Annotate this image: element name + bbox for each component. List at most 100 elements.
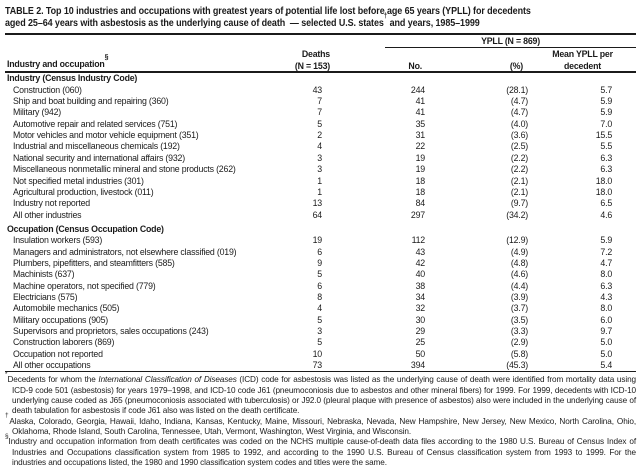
- cell-deaths: 64: [312, 209, 323, 220]
- cell-ypll-pct: (45.3): [506, 360, 528, 370]
- cell-mean-ypll: 5.4: [600, 360, 613, 370]
- cell-ypll-pct: (3.3): [510, 325, 528, 336]
- cell-mean-ypll: 4.3: [600, 291, 613, 302]
- row-label: Motor vehicles and motor vehicle equipme…: [13, 130, 199, 141]
- cell-ypll-pct: (4.7): [510, 96, 528, 107]
- cell-ypll-pct: (2.5): [510, 141, 528, 152]
- cell-mean-ypll: 6.5: [600, 198, 613, 209]
- cell-mean-ypll: 4.6: [600, 209, 613, 220]
- cell-deaths: 13: [312, 198, 323, 209]
- cell-deaths: 6: [317, 280, 322, 291]
- col-header-pct: (%): [509, 60, 523, 71]
- cell-deaths: 6: [317, 246, 322, 257]
- cell-ypll-pct: (5.8): [510, 348, 528, 359]
- cell-deaths: 2: [317, 130, 322, 141]
- cell-deaths: 7: [317, 96, 322, 107]
- cell-ypll-no: 112: [411, 235, 426, 246]
- footnote-marker: §: [5, 432, 9, 440]
- cell-ypll-no: 40: [415, 269, 426, 280]
- table-row: Occupation not reported 10 50 (5.8) 5.0: [5, 349, 636, 360]
- section-header: Occupation (Census Occupation Code): [7, 223, 164, 234]
- cell-mean-ypll: 4.7: [600, 257, 613, 268]
- cell-deaths: 7: [317, 107, 322, 118]
- cell-mean-ypll: 15.5: [595, 130, 613, 141]
- row-label: Industrial and miscellaneous chemicals (…: [13, 141, 180, 152]
- cell-ypll-no: 35: [415, 118, 426, 129]
- row-label: Machine operators, not specified (779): [13, 280, 156, 291]
- row-label: All other industries: [13, 209, 82, 220]
- cell-deaths: 3: [317, 325, 322, 336]
- cell-mean-ypll: 5.9: [600, 107, 613, 118]
- cell-deaths: 4: [317, 303, 322, 314]
- ypll-group-label: YPLL (N = 869): [385, 36, 637, 49]
- cell-ypll-no: 297: [410, 209, 425, 220]
- table-row: Insulation workers (593) 19 112 (12.9) 5.9: [5, 235, 636, 246]
- col-header-empty-pct: [430, 49, 535, 60]
- cell-mean-ypll: 7.0: [600, 118, 613, 129]
- table-row: National security and international affa…: [5, 153, 636, 164]
- section-header-row: Industry (Census Industry Code): [5, 72, 636, 84]
- cell-ypll-no: 19: [415, 152, 426, 163]
- cell-ypll-pct: (4.7): [510, 107, 528, 118]
- footnote-marker: *: [5, 370, 8, 378]
- cell-ypll-pct: (2.2): [510, 164, 528, 175]
- table-row: Not specified metal industries (301) 1 18 (…: [5, 176, 636, 187]
- cell-ypll-no: 244: [410, 84, 425, 95]
- row-label: Military occupations (905): [13, 314, 109, 325]
- table-row: Miscellaneous nonmetallic mineral and st…: [5, 164, 636, 175]
- cell-ypll-no: 50: [415, 348, 426, 359]
- row-label: Construction (060): [13, 84, 82, 95]
- table-row: Military (942) 7 41 (4.7) 5.9: [5, 107, 636, 118]
- row-label: National security and international affa…: [13, 152, 185, 163]
- cell-ypll-no: 43: [415, 246, 426, 257]
- table-row: Ship and boat building and repairing (36…: [5, 96, 636, 107]
- footnotes: *Decedents for whom the International Cl…: [5, 371, 636, 468]
- cell-ypll-pct: (3.7): [510, 303, 528, 314]
- table-row: Electricians (575) 8 34 (3.9) 4.3: [5, 292, 636, 303]
- row-label: Agricultural production, livestock (011): [13, 186, 154, 197]
- row-label: Industry not reported: [13, 198, 90, 209]
- cell-ypll-pct: (12.9): [506, 235, 528, 246]
- table-title: TABLE 2. Top 10 industries and occupatio…: [5, 6, 531, 30]
- row-label: Insulation workers (593): [13, 235, 103, 246]
- cell-ypll-no: 32: [415, 303, 426, 314]
- cell-ypll-pct: (34.2): [506, 209, 528, 220]
- cell-ypll-no: 31: [415, 130, 426, 141]
- section-header-row: Occupation (Census Occupation Code): [5, 221, 636, 235]
- cell-ypll-pct: (3.9): [510, 291, 528, 302]
- cell-mean-ypll: 5.7: [600, 84, 613, 95]
- cell-deaths: 3: [317, 164, 322, 175]
- table-row: Automotive repair and related services (…: [5, 119, 636, 130]
- cell-ypll-pct: (2.1): [510, 175, 528, 186]
- cell-ypll-pct: (4.8): [510, 257, 528, 268]
- cell-deaths: 9: [317, 257, 322, 268]
- cell-ypll-pct: (28.1): [506, 84, 528, 95]
- cell-ypll-pct: (9.7): [510, 198, 528, 209]
- cell-ypll-no: 38: [415, 280, 426, 291]
- cell-mean-ypll: 18.0: [595, 186, 613, 197]
- row-label: Electricians (575): [13, 291, 78, 302]
- cell-ypll-pct: (2.2): [510, 152, 528, 163]
- table-row: Military occupations (905) 5 30 (3.5) 6.0: [5, 315, 636, 326]
- cell-mean-ypll: 8.0: [600, 303, 613, 314]
- row-label: Miscellaneous nonmetallic mineral and st…: [13, 164, 236, 175]
- cell-ypll-no: 84: [415, 198, 426, 209]
- row-label: Construction laborers (869): [13, 337, 115, 348]
- cell-mean-ypll: 8.0: [600, 269, 613, 280]
- cell-mean-ypll: 5.0: [600, 348, 613, 359]
- table-row: Agricultural production, livestock (011)…: [5, 187, 636, 198]
- row-label: Supervisors and proprietors, sales occup…: [13, 325, 209, 336]
- table-row: Managers and administrators, not elsewhe…: [5, 247, 636, 258]
- cell-ypll-pct: (3.6): [510, 130, 528, 141]
- cell-ypll-no: 34: [415, 291, 426, 302]
- cell-ypll-pct: (4.9): [510, 246, 528, 257]
- row-label: Plumbers, pipefitters, and steamfitters …: [13, 257, 175, 268]
- row-label: Military (942): [13, 107, 62, 118]
- table-row: Industrial and miscellaneous chemicals (…: [5, 141, 636, 152]
- data-table: Industry and occupation§ YPLL (N = 869) …: [5, 32, 637, 373]
- row-label: Occupation not reported: [13, 348, 103, 359]
- cell-mean-ypll: 6.0: [600, 314, 613, 325]
- cell-mean-ypll: 6.3: [600, 280, 613, 291]
- cell-mean-ypll: 7.2: [600, 246, 613, 257]
- cell-deaths: 10: [312, 348, 323, 359]
